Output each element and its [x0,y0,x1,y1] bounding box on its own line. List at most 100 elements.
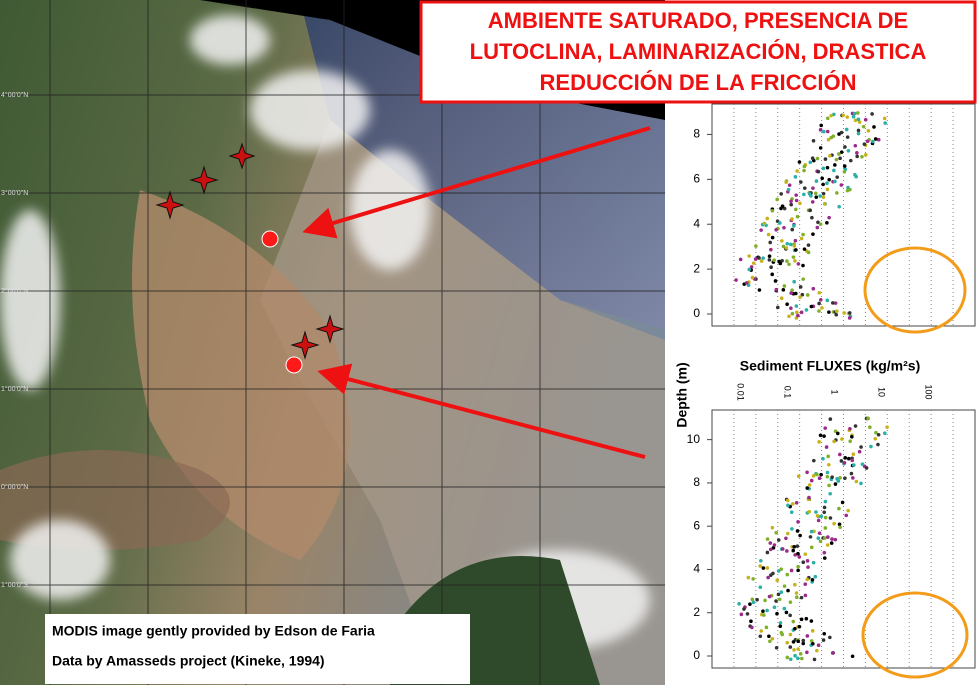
profile-dot [802,168,806,173]
profile-dot [751,577,755,581]
profile-dot [838,476,842,480]
profile-dot [786,588,790,593]
x-tick-label: 100 [924,384,934,399]
profile-dot [749,265,754,269]
y-tick-label: 8 [693,475,700,489]
highlight-rings [861,246,969,679]
profile-dot [854,479,859,484]
y-tick-label: 0 [693,306,700,320]
profile-dot [834,157,839,162]
profile-dot [864,466,869,470]
profile-dot [863,153,868,157]
profile-dot [798,285,803,289]
profile-dot [787,262,791,267]
profile-dot [814,195,819,199]
y-tick-label: 4 [693,562,700,576]
profile-dot [773,279,778,283]
profile-dot [809,619,814,623]
profile-dot [797,160,802,164]
profile-dot [821,166,826,171]
profile-dot [876,137,881,142]
profile-dot [814,179,819,183]
profile-dot [802,186,807,190]
profile-dot [830,651,835,655]
profile-dot [780,239,784,243]
profile-dot [770,525,775,530]
profile-dot [820,176,824,181]
profile-dot [839,183,844,187]
profile-dot [834,309,839,314]
profile-dot [801,641,806,646]
profile-dot [816,536,821,540]
profile-dot [796,639,800,644]
profile-dot [776,569,781,573]
profile-dot [856,128,861,133]
callout-line: AMBIENTE SATURADO, PRESENCIA DE [488,8,908,33]
profile-dot [799,236,804,241]
profile-dot [805,559,810,563]
profile-dot [823,426,828,430]
profile-dot [843,476,847,480]
profile-dot [767,634,771,639]
profile-dot [798,295,802,299]
y-tick-label: 6 [693,172,700,186]
profile-dot [873,137,878,141]
caption-line: Data by Amasseds project (Kineke, 1994) [52,653,325,669]
profile-dot [758,585,763,590]
profile-dot [765,216,770,221]
profile-dot [840,437,844,441]
profile-dot [829,113,833,118]
profile-dot [873,436,878,441]
profile-dot [802,192,806,197]
profile-dot [790,227,795,232]
profile-dot [799,180,803,184]
profile-dot [815,513,820,518]
profile-dot [822,556,827,560]
profile-dot [811,286,816,291]
profile-dot [794,193,798,197]
profile-dot [821,129,826,134]
profile-dot [832,439,836,444]
profile-dot [794,207,798,212]
profile-dot [840,500,845,505]
profile-dot [737,601,741,606]
profile-dot [784,246,789,250]
profile-dot [819,514,824,519]
profile-dot [832,521,836,526]
profile-dot [791,640,796,644]
profile-dot [806,250,811,255]
profile-dot [848,426,852,431]
profile-dot [817,309,821,313]
profile-dot [759,228,763,232]
profile-dot [816,643,821,648]
profile-dot [761,613,766,617]
profile-dot [748,602,752,606]
profile-dot [874,430,878,435]
profile-dot [857,449,862,454]
profile-dot [788,632,793,637]
profile-dot [805,650,809,655]
profile-dot [754,244,758,248]
profile-dot [779,296,784,301]
profile-dot [800,292,805,297]
profile-dot [772,258,776,262]
profile-dot [825,470,830,475]
profile-dot [796,568,800,573]
profile-dot [785,549,789,553]
profile-dot [795,529,800,533]
profile-dot [830,537,834,541]
profile-dot [843,145,847,149]
profile-dot [825,474,830,479]
profile-dot [782,206,787,211]
profile-dot [856,117,861,122]
profile-dot [863,117,868,122]
profile-dot [794,501,799,505]
profile-dot [830,301,835,305]
profile-dot [765,608,769,613]
profile-dot [866,129,871,133]
profile-dot [775,578,780,583]
profile-dot [795,310,799,315]
profile-dot [799,310,804,315]
profile-dot [785,655,790,660]
